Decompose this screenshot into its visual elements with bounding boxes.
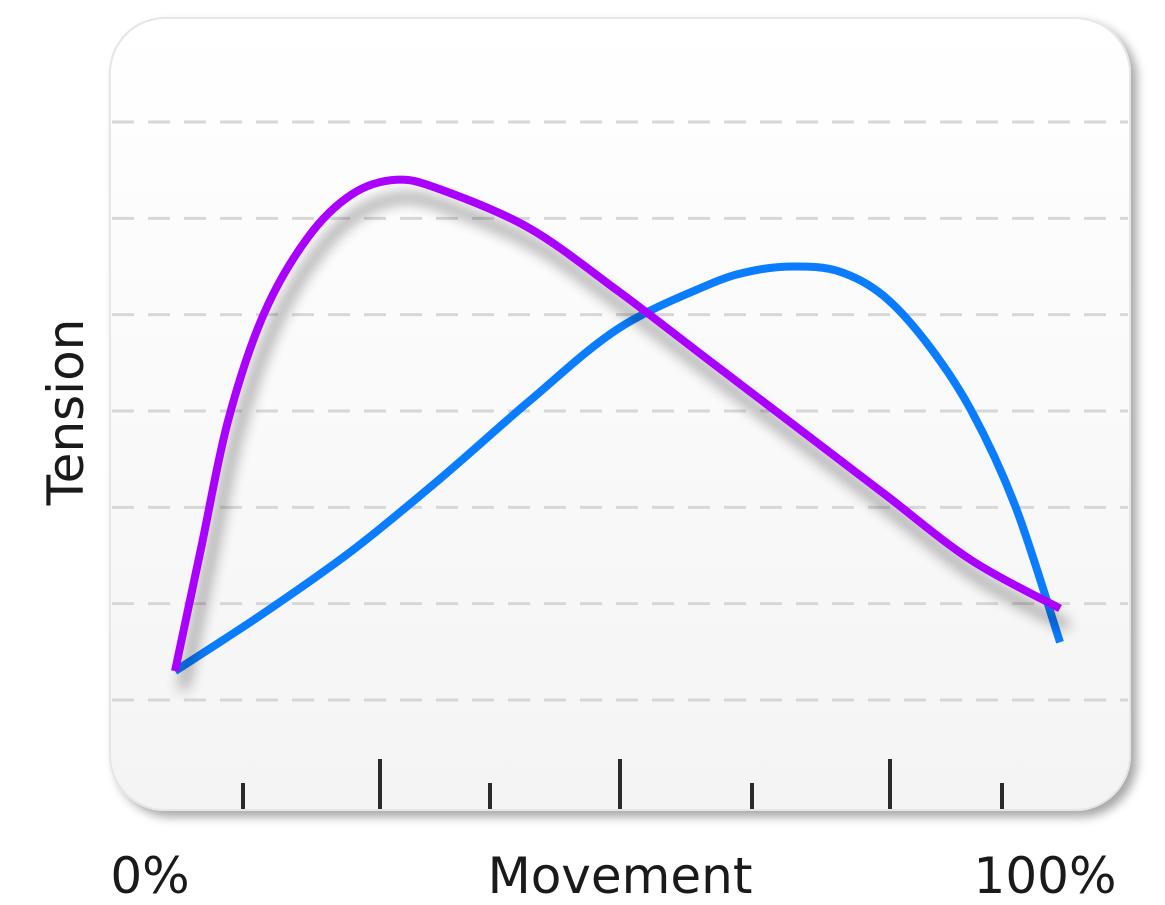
x-axis-ticks	[241, 759, 1004, 809]
grid-lines	[112, 120, 1128, 702]
y-axis-label: Tension	[37, 319, 95, 507]
blue-series-line	[172, 262, 1064, 675]
x-axis-label: Movement	[488, 847, 753, 905]
purple-series-line	[171, 175, 1062, 672]
series-lines	[171, 175, 1064, 675]
x-tick-label-start: 0%	[110, 847, 189, 905]
plot-panel	[109, 17, 1131, 811]
x-tick-label-end: 100%	[974, 847, 1117, 905]
